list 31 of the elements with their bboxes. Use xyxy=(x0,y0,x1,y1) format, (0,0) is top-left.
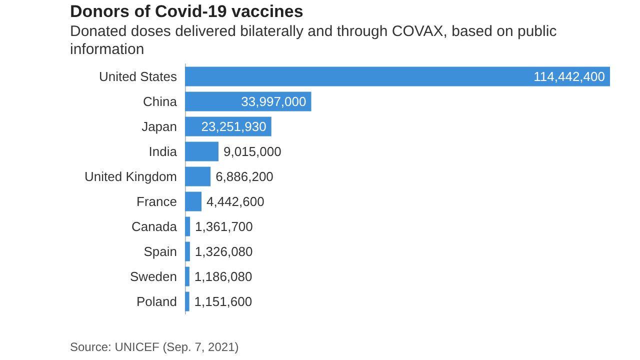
y-tick-label: Canada xyxy=(131,219,178,234)
chart-title: Donors of Covid-19 vaccines xyxy=(70,2,304,22)
data-label: 1,186,080 xyxy=(194,269,252,284)
data-label: 1,151,600 xyxy=(194,294,252,309)
data-label: 114,442,400 xyxy=(534,69,605,84)
y-tick-label: Spain xyxy=(144,244,177,259)
bar xyxy=(185,166,211,186)
data-label: 4,442,600 xyxy=(206,194,264,209)
bar xyxy=(185,266,190,286)
y-tick-label: United States xyxy=(98,69,178,84)
y-tick-label: Sweden xyxy=(130,269,177,284)
bar xyxy=(185,66,610,86)
source-note: Source: UNICEF (Sep. 7, 2021) xyxy=(70,340,239,354)
bar xyxy=(185,292,190,312)
data-label: 6,886,200 xyxy=(216,169,274,184)
y-tick-label: United Kingdom xyxy=(84,169,177,184)
bar xyxy=(185,216,190,236)
bar xyxy=(185,192,202,212)
data-label: 33,997,000 xyxy=(241,94,306,109)
y-tick-label: China xyxy=(143,94,178,109)
chart-subtitle: Donated doses delivered bilaterally and through COVAX, based on public information xyxy=(70,23,558,59)
bar xyxy=(185,242,190,262)
bar xyxy=(185,142,218,162)
data-label: 23,251,930 xyxy=(201,119,266,134)
data-label: 9,015,000 xyxy=(223,144,282,159)
y-tick-label: India xyxy=(148,144,178,159)
y-tick-label: Japan xyxy=(142,119,177,134)
data-label: 1,361,700 xyxy=(195,219,253,234)
y-tick-label: Poland xyxy=(136,294,177,309)
y-tick-label: France xyxy=(136,194,177,209)
data-label: 1,326,080 xyxy=(194,244,253,259)
